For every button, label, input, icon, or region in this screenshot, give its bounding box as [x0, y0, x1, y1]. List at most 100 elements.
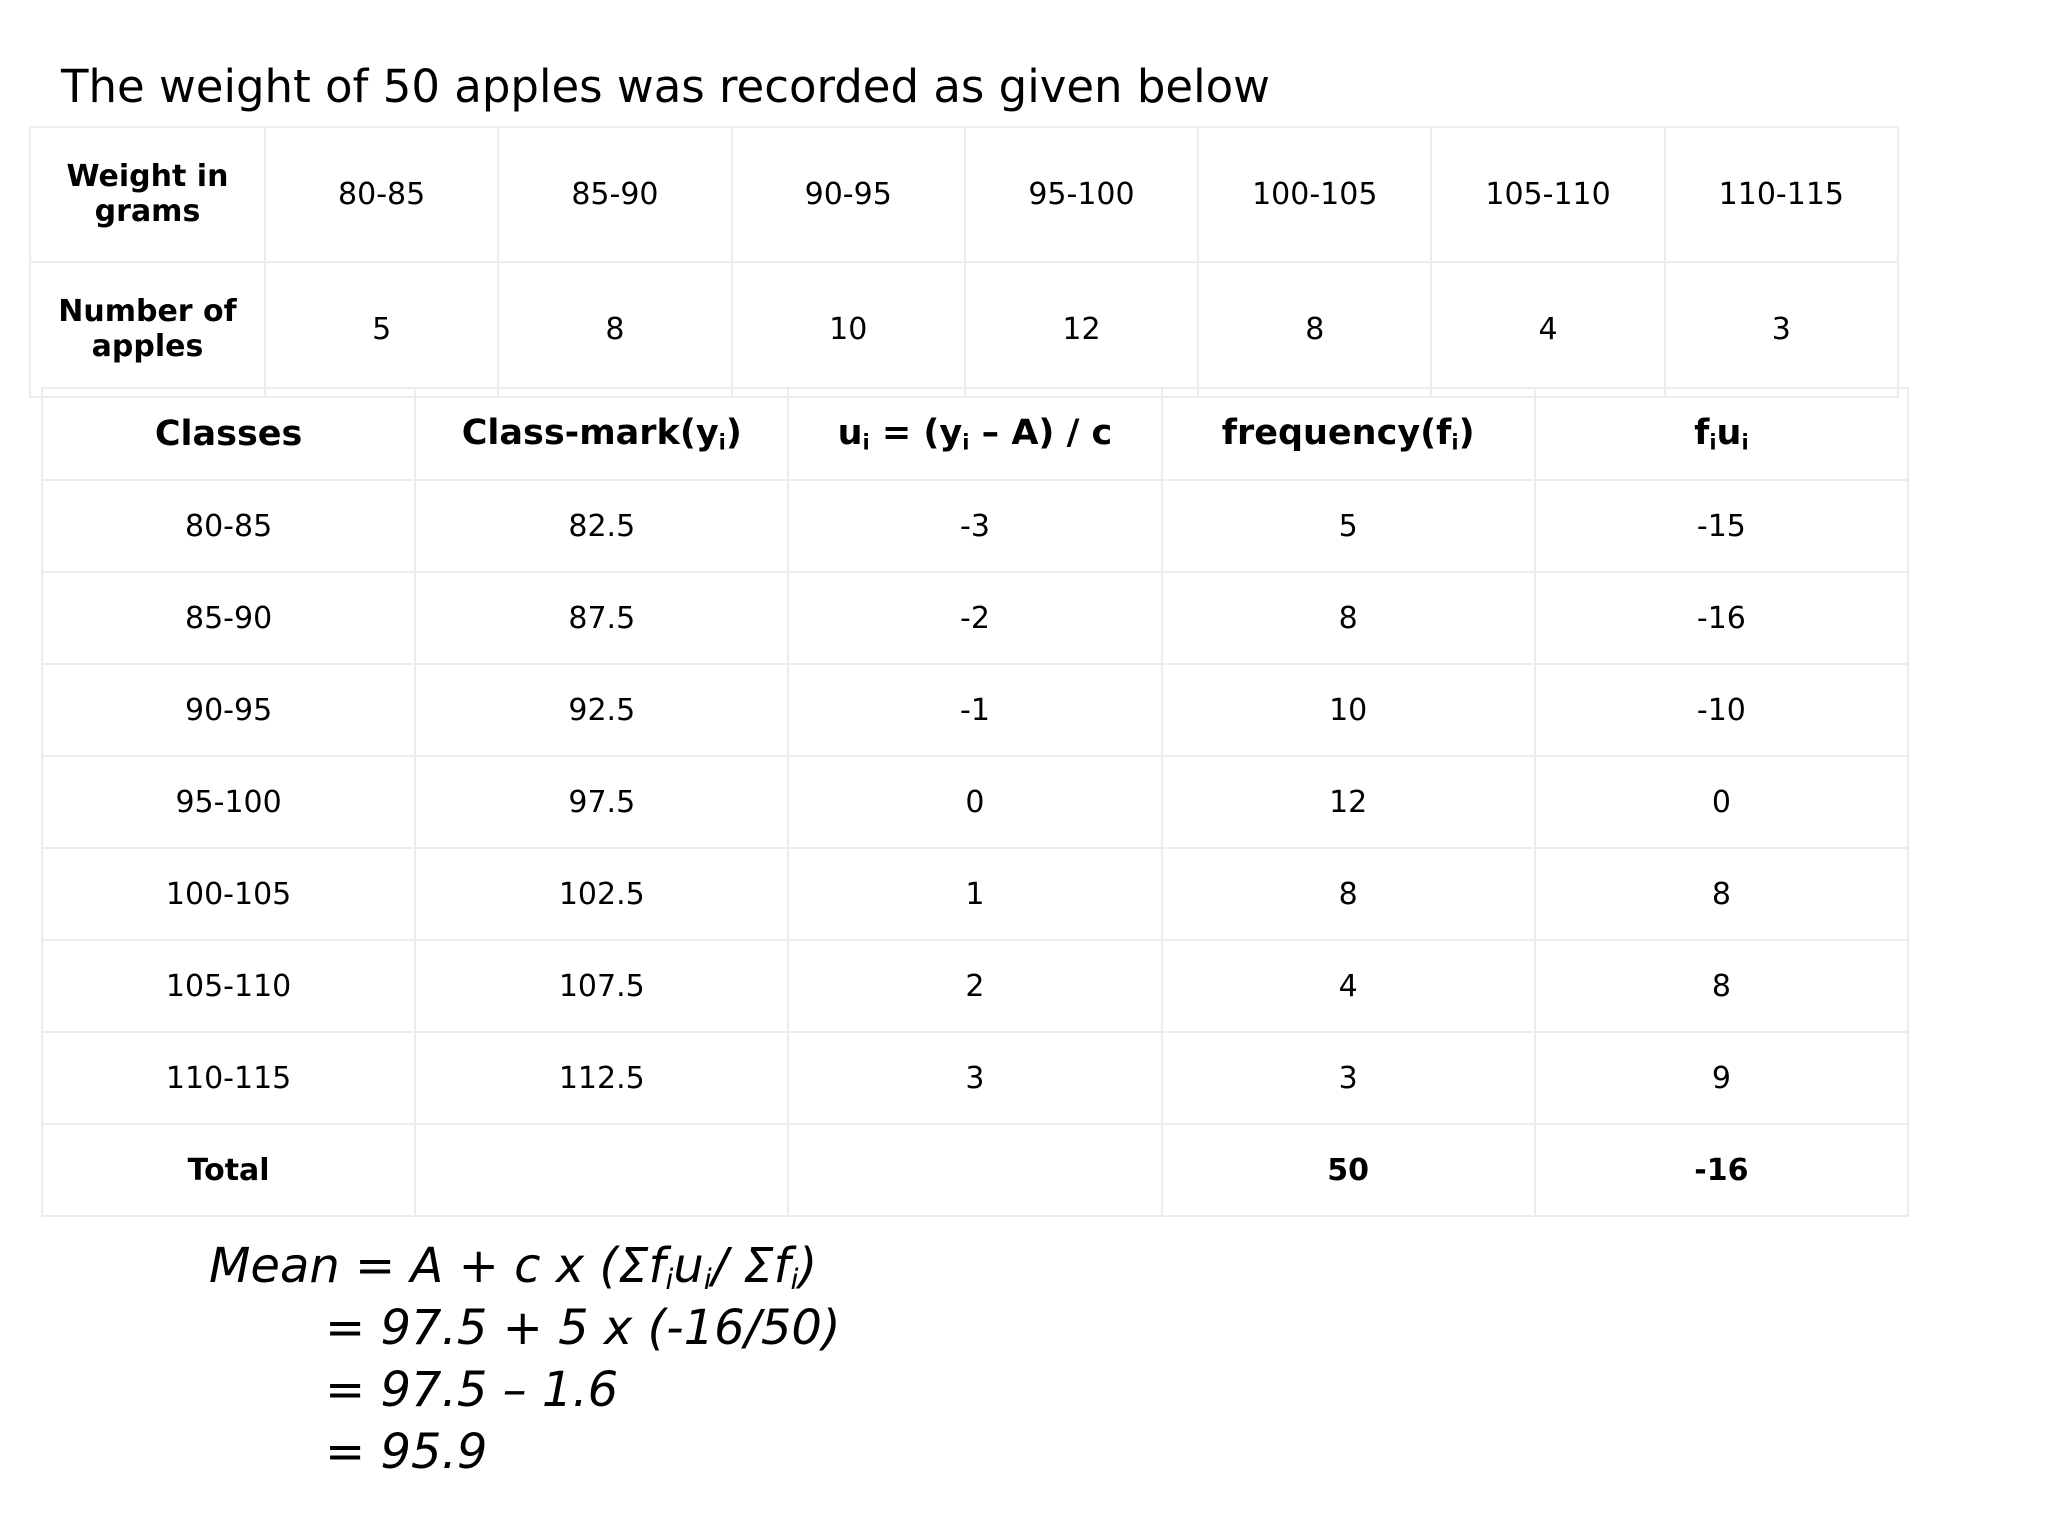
cell: [414, 1123, 790, 1217]
cell: -3: [787, 479, 1163, 573]
subscript: i: [703, 1262, 712, 1297]
cell: -16: [1533, 571, 1910, 665]
cell: 5: [263, 261, 500, 398]
subscript: i: [718, 430, 726, 455]
column-header: fiui: [1533, 387, 1910, 481]
cell: -15: [1533, 479, 1910, 573]
cell: 92.5: [414, 663, 790, 757]
cell: 87.5: [414, 571, 790, 665]
cell: 3: [1663, 261, 1900, 398]
formula-line: Mean = A + c x (Σfiui/ Σfi): [209, 1235, 841, 1297]
cell: 97.5: [414, 755, 790, 849]
cell: 8: [1533, 939, 1910, 1033]
row: 95-100 97.5 0 12 0: [40, 755, 1910, 849]
cell: 5: [1160, 479, 1536, 573]
text: = 95.9: [325, 1424, 488, 1480]
cell: 90-95: [40, 663, 417, 757]
text: f: [1694, 413, 1710, 454]
cell: 102.5: [414, 847, 790, 941]
subscript: i: [962, 430, 970, 455]
title: The weight of 50 apples was recorded as …: [61, 60, 1270, 113]
total-label: Total: [40, 1123, 417, 1217]
row: 80-85 82.5 -3 5 -15: [40, 479, 1910, 573]
text: / Σf: [711, 1238, 791, 1294]
cell: 100-105: [40, 847, 417, 941]
text: ): [725, 413, 742, 454]
cell: -2: [787, 571, 1163, 665]
cell: 12: [1160, 755, 1536, 849]
cell: 82.5: [414, 479, 790, 573]
text: = 97.5 + 5 x (-16/50): [325, 1300, 841, 1356]
row-header: Weight in grams: [29, 126, 266, 263]
text: Mean = A + c x (Σf: [209, 1238, 666, 1294]
formula: Mean = A + c x (Σfiui/ Σfi) = 97.5 + 5 x …: [209, 1235, 841, 1483]
row: Number of apples 5 8 10 12 8 4 3: [29, 261, 1900, 398]
text: u: [673, 1238, 704, 1294]
cell: 90-95: [730, 126, 966, 263]
cell: 0: [1533, 755, 1910, 849]
cell: 3: [787, 1031, 1163, 1125]
total-fu: -16: [1533, 1123, 1910, 1217]
cell: 3: [1160, 1031, 1536, 1125]
cell: 95-100: [40, 755, 417, 849]
cell: 95-100: [963, 126, 1200, 263]
text: ): [1458, 413, 1475, 454]
formula-line: = 95.9: [209, 1421, 841, 1483]
cell: 80-85: [263, 126, 500, 263]
column-header: frequency(fi): [1160, 387, 1536, 481]
subscript: i: [1741, 430, 1749, 455]
cell: 10: [730, 261, 966, 398]
column-header: Classes: [40, 387, 417, 481]
cell: 8: [1533, 847, 1910, 941]
cell: 112.5: [414, 1031, 790, 1125]
cell: 110-115: [40, 1031, 417, 1125]
text: = (y: [869, 413, 963, 454]
cell: 10: [1160, 663, 1536, 757]
cell: -10: [1533, 663, 1910, 757]
subscript: i: [665, 1262, 674, 1297]
cell: 85-90: [497, 126, 733, 263]
text: frequency(f: [1221, 413, 1452, 454]
cell: 4: [1160, 939, 1536, 1033]
row: 110-115 112.5 3 3 9: [40, 1031, 1910, 1125]
text: Class-mark(y: [461, 413, 719, 454]
cell: 110-115: [1663, 126, 1900, 263]
subscript: i: [1451, 430, 1459, 455]
calculation-table: Classes Class-mark(yi) ui = (yi – A) / c fr…: [40, 387, 1910, 1217]
text: – A) / c: [969, 413, 1113, 454]
cell: 12: [963, 261, 1200, 398]
text: ): [798, 1238, 818, 1294]
text: = 97.5 – 1.6: [325, 1362, 619, 1418]
row: Weight in grams 80-85 85-90 90-95 95-100 100-…: [29, 126, 1900, 263]
formula-line: = 97.5 + 5 x (-16/50): [209, 1297, 841, 1359]
cell: [787, 1123, 1163, 1217]
row: 85-90 87.5 -2 8 -16: [40, 571, 1910, 665]
text: u: [1716, 413, 1742, 454]
cell: 107.5: [414, 939, 790, 1033]
cell: 2: [787, 939, 1163, 1033]
column-header: ui = (yi – A) / c: [787, 387, 1163, 481]
subscript: i: [1709, 430, 1717, 455]
row-header: Number of apples: [29, 261, 266, 398]
cell: 105-110: [40, 939, 417, 1033]
text: Classes: [154, 414, 303, 454]
text: u: [837, 413, 863, 454]
cell: 80-85: [40, 479, 417, 573]
total-frequency: 50: [1160, 1123, 1536, 1217]
row: 90-95 92.5 -1 10 -10: [40, 663, 1910, 757]
cell: 9: [1533, 1031, 1910, 1125]
formula-line: = 97.5 – 1.6: [209, 1359, 841, 1421]
cell: 4: [1430, 261, 1666, 398]
column-header: Class-mark(yi): [414, 387, 790, 481]
frequency-table: Weight in grams 80-85 85-90 90-95 95-100 100-…: [29, 126, 1900, 398]
cell: 85-90: [40, 571, 417, 665]
cell: 8: [1160, 847, 1536, 941]
total-row: Total 50 -16: [40, 1123, 1910, 1217]
cell: 105-110: [1430, 126, 1666, 263]
cell: 1: [787, 847, 1163, 941]
row: 105-110 107.5 2 4 8: [40, 939, 1910, 1033]
row: 100-105 102.5 1 8 8: [40, 847, 1910, 941]
cell: 8: [1197, 261, 1433, 398]
header-row: Classes Class-mark(yi) ui = (yi – A) / c fr…: [40, 387, 1910, 481]
